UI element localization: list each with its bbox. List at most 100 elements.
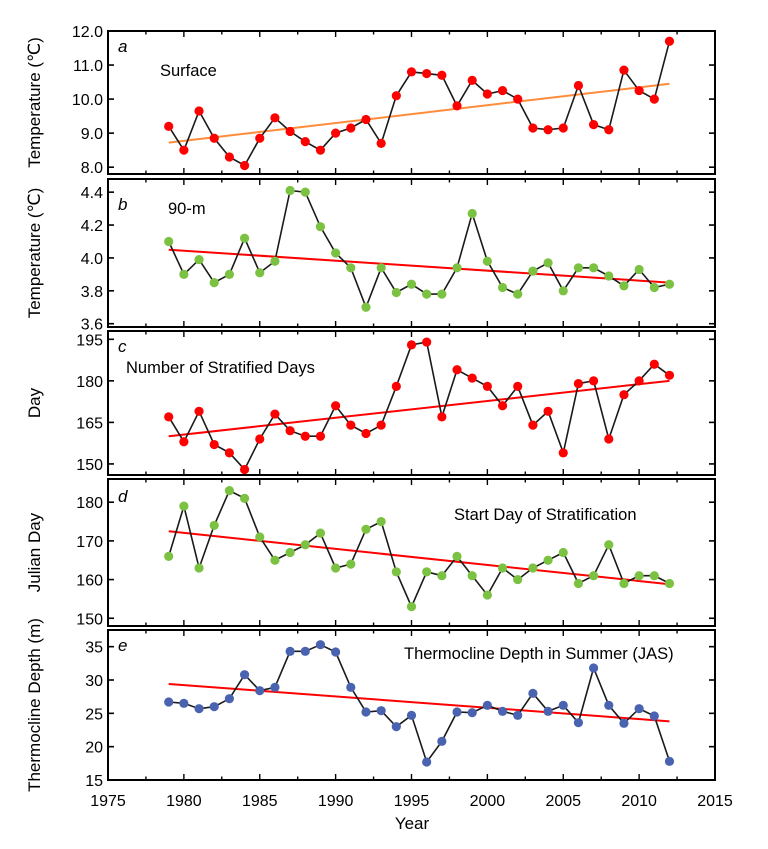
data-point [315, 640, 326, 650]
data-point [270, 256, 280, 266]
data-point [543, 258, 553, 268]
data-point [331, 647, 341, 657]
data-point [589, 571, 599, 581]
data-point [270, 113, 280, 123]
data-point [482, 256, 492, 266]
data-point [619, 578, 629, 589]
series-line [167, 189, 670, 310]
data-point [239, 233, 250, 243]
data-point [558, 286, 568, 296]
y-tick-label: 165 [76, 415, 103, 432]
data-point [619, 718, 629, 728]
data-point [528, 123, 538, 133]
data-point [558, 448, 568, 458]
data-point [164, 697, 174, 707]
data-point [300, 187, 310, 197]
y-tick-label: 25 [85, 706, 103, 723]
y-tick-label: 8.0 [81, 160, 103, 177]
data-point [543, 706, 553, 716]
data-point [331, 401, 341, 411]
data-point [664, 578, 675, 589]
data-point [255, 268, 265, 278]
x-tick-label: 2010 [621, 793, 657, 810]
data-point [194, 563, 204, 573]
panel-d: 150 160 170 180 d Start Day of Stratification… [25, 478, 716, 628]
data-point [224, 152, 234, 162]
data-point [255, 532, 265, 542]
data-point [376, 706, 386, 716]
data-point [164, 121, 174, 131]
data-point [300, 540, 310, 550]
trend-line [168, 683, 670, 723]
data-point [558, 123, 568, 133]
data-point [361, 114, 371, 125]
series-line [167, 489, 670, 609]
data-point [391, 381, 401, 391]
x-tick-label: 1980 [166, 793, 202, 810]
data-point [497, 706, 508, 716]
data-point [209, 702, 219, 712]
data-point [361, 524, 371, 534]
data-point [239, 493, 250, 503]
y-tick-label: 150 [76, 611, 103, 628]
data-point [422, 337, 432, 347]
data-point [482, 590, 492, 600]
y-tick-label: 30 [85, 673, 103, 690]
data-point [406, 279, 417, 289]
data-point [331, 248, 341, 258]
data-point [649, 359, 659, 369]
data-point [589, 376, 599, 386]
data-point [285, 185, 295, 196]
data-point [346, 263, 356, 273]
data-point [391, 287, 401, 298]
x-tick-label: 1985 [242, 793, 278, 810]
data-point [437, 289, 447, 299]
data-point [452, 707, 462, 717]
data-point [573, 379, 584, 389]
data-point [558, 700, 568, 710]
data-point [406, 67, 417, 77]
data-point [573, 578, 584, 589]
data-point [589, 263, 599, 273]
data-point [179, 269, 189, 279]
y-axis-title: Temperature (℃) [25, 188, 44, 319]
x-axis-title: Year [395, 814, 430, 833]
data-point [467, 75, 477, 85]
data-point [634, 376, 644, 386]
x-tick-label: 2015 [697, 793, 733, 810]
data-point [391, 91, 401, 101]
x-tick-label: 1995 [394, 793, 430, 810]
data-point [513, 710, 523, 720]
y-axis-title: Day [25, 387, 44, 418]
data-point [164, 551, 174, 561]
y-tick-label: 4.0 [81, 251, 103, 268]
data-point [528, 563, 538, 573]
data-point [331, 563, 341, 573]
data-point [179, 501, 189, 511]
y-tick-label: 9.0 [81, 126, 103, 143]
data-point [270, 409, 280, 419]
data-point [573, 718, 584, 728]
data-point [634, 264, 644, 275]
data-point [573, 263, 584, 273]
panel-title: 90-m [168, 200, 206, 218]
data-point [619, 65, 629, 75]
data-point [285, 426, 295, 436]
y-tick-label: 3.8 [81, 284, 103, 301]
panel-title: Start Day of Stratification [454, 506, 637, 524]
data-point [255, 434, 265, 444]
data-point [300, 431, 310, 441]
data-point [376, 516, 386, 527]
panel-a: 8.0 9.0 10.0 11.0 12.0 a Surface Temperature (℃… [25, 24, 716, 177]
data-point [406, 340, 417, 350]
data-point [164, 236, 174, 247]
y-tick-label: 3.6 [81, 317, 103, 334]
data-point [315, 528, 326, 538]
data-point [209, 439, 219, 450]
data-point [376, 138, 386, 148]
data-point [543, 555, 553, 565]
data-point [285, 547, 295, 558]
data-point [634, 85, 644, 96]
data-point [664, 279, 675, 289]
data-point [179, 437, 189, 447]
